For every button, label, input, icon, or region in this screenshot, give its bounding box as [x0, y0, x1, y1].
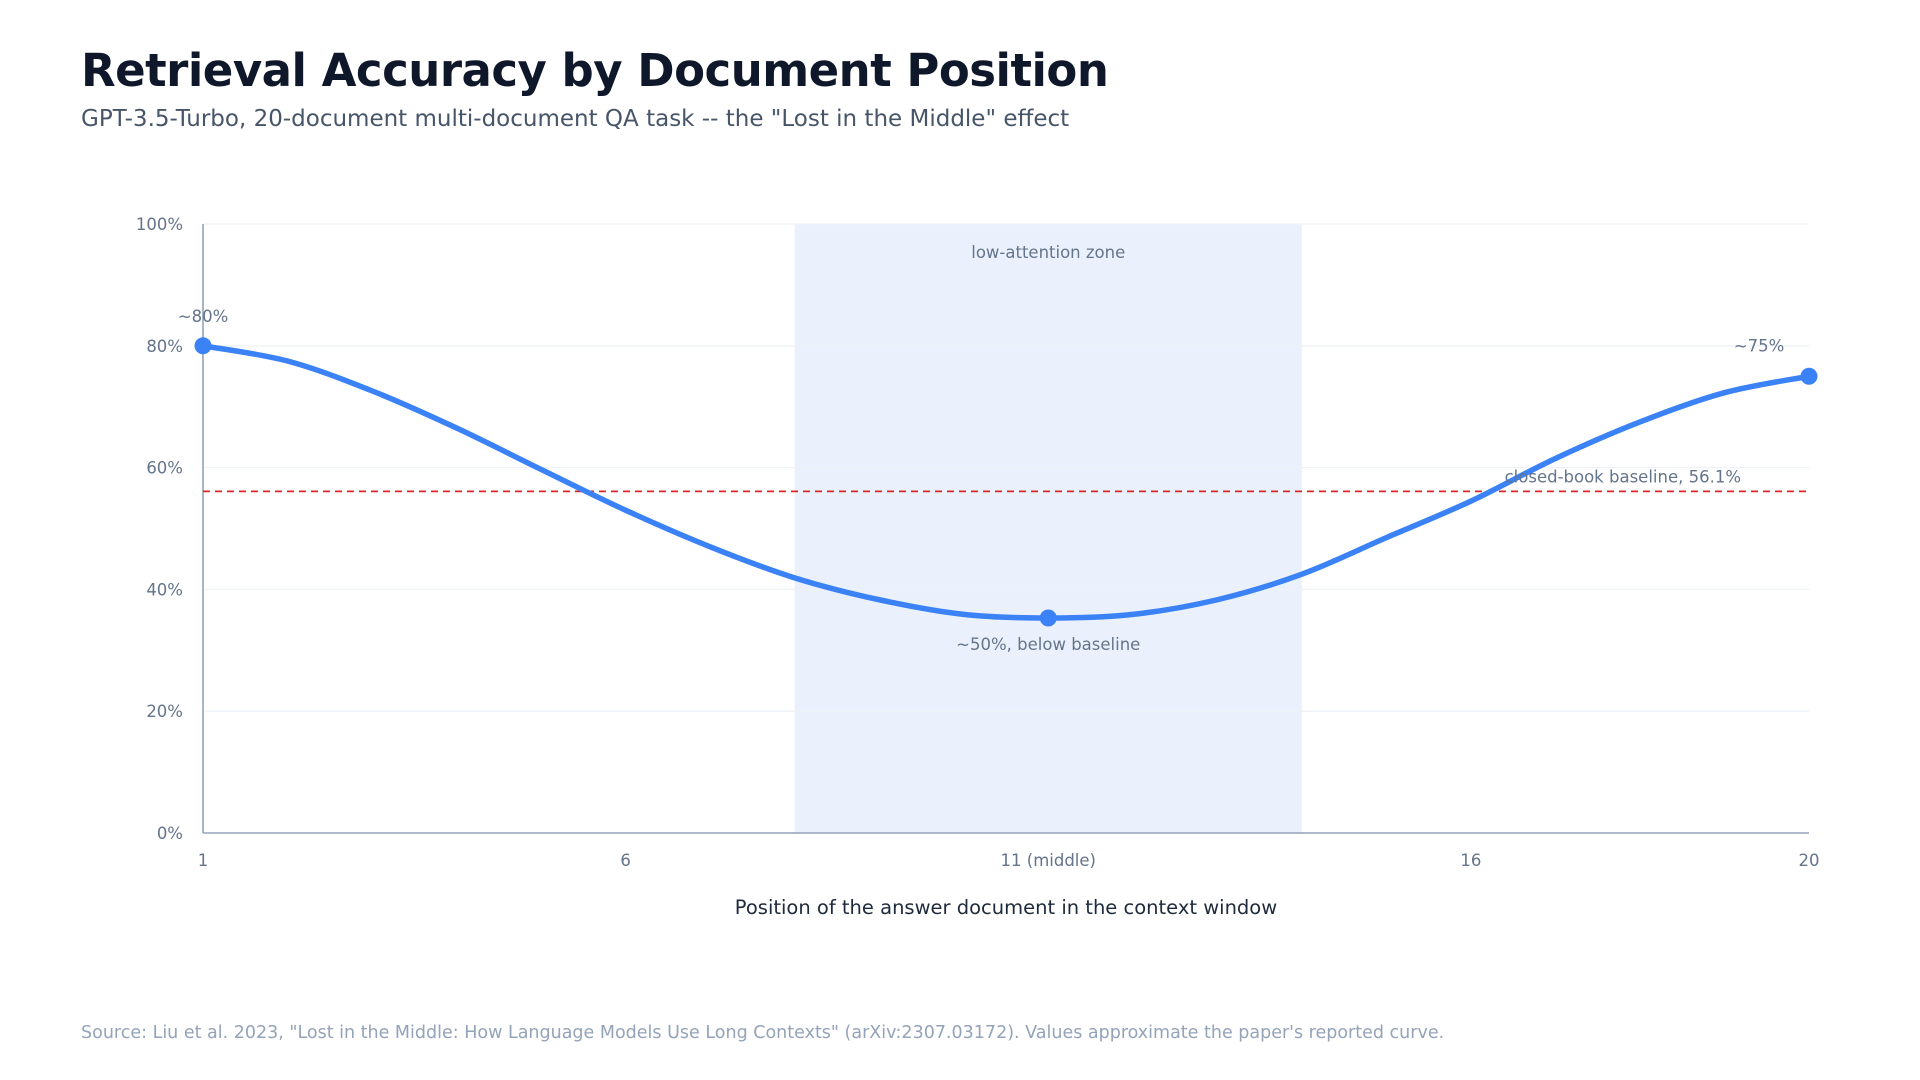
- points-layer: [194, 337, 1818, 627]
- low-attention-zone-label: low-attention zone: [971, 243, 1125, 262]
- highlighted-point: [1039, 609, 1057, 627]
- highlighted-point: [194, 337, 212, 355]
- x-tick-label: 1: [198, 851, 209, 870]
- source-note: Source: Liu et al. 2023, "Lost in the Mi…: [81, 1023, 1445, 1043]
- x-tick-label: 11 (middle): [1001, 851, 1096, 870]
- axes-layer: [202, 224, 1809, 834]
- y-tick-label: 80%: [146, 337, 183, 356]
- highlighted-point: [1800, 367, 1818, 385]
- series-layer: [200, 343, 1812, 621]
- chart-subtitle: GPT-3.5-Turbo, 20-document multi-documen…: [81, 106, 1070, 132]
- y-tick-label: 60%: [146, 459, 183, 478]
- y-tick-label: 20%: [146, 702, 183, 721]
- x-tick-label: 20: [1799, 851, 1820, 870]
- point-annotation: ~75%: [1734, 336, 1785, 355]
- x-axis-label: Position of the answer document in the c…: [735, 896, 1277, 919]
- series-line: [200, 343, 1812, 621]
- x-tick-label: 6: [620, 851, 631, 870]
- y-tick-label: 0%: [157, 824, 183, 843]
- shaded-region-layer: [794, 224, 1302, 833]
- tick-labels-layer: 0%20%40%60%80%100%1 6 11 (middle) 16 20: [136, 215, 1820, 870]
- chart-title: Retrieval Accuracy by Document Position: [81, 44, 1109, 97]
- y-tick-label: 40%: [146, 580, 183, 599]
- low-attention-zone: [794, 224, 1302, 833]
- baseline-label: closed-book baseline, 56.1%: [1505, 467, 1741, 486]
- point-annotation: ~50%, below baseline: [956, 635, 1140, 654]
- y-tick-label: 100%: [136, 215, 183, 234]
- x-tick-label: 16: [1460, 851, 1481, 870]
- point-annotation: ~80%: [178, 307, 229, 326]
- annotations-layer: low-attention zone closed-book baseline, …: [178, 243, 1785, 654]
